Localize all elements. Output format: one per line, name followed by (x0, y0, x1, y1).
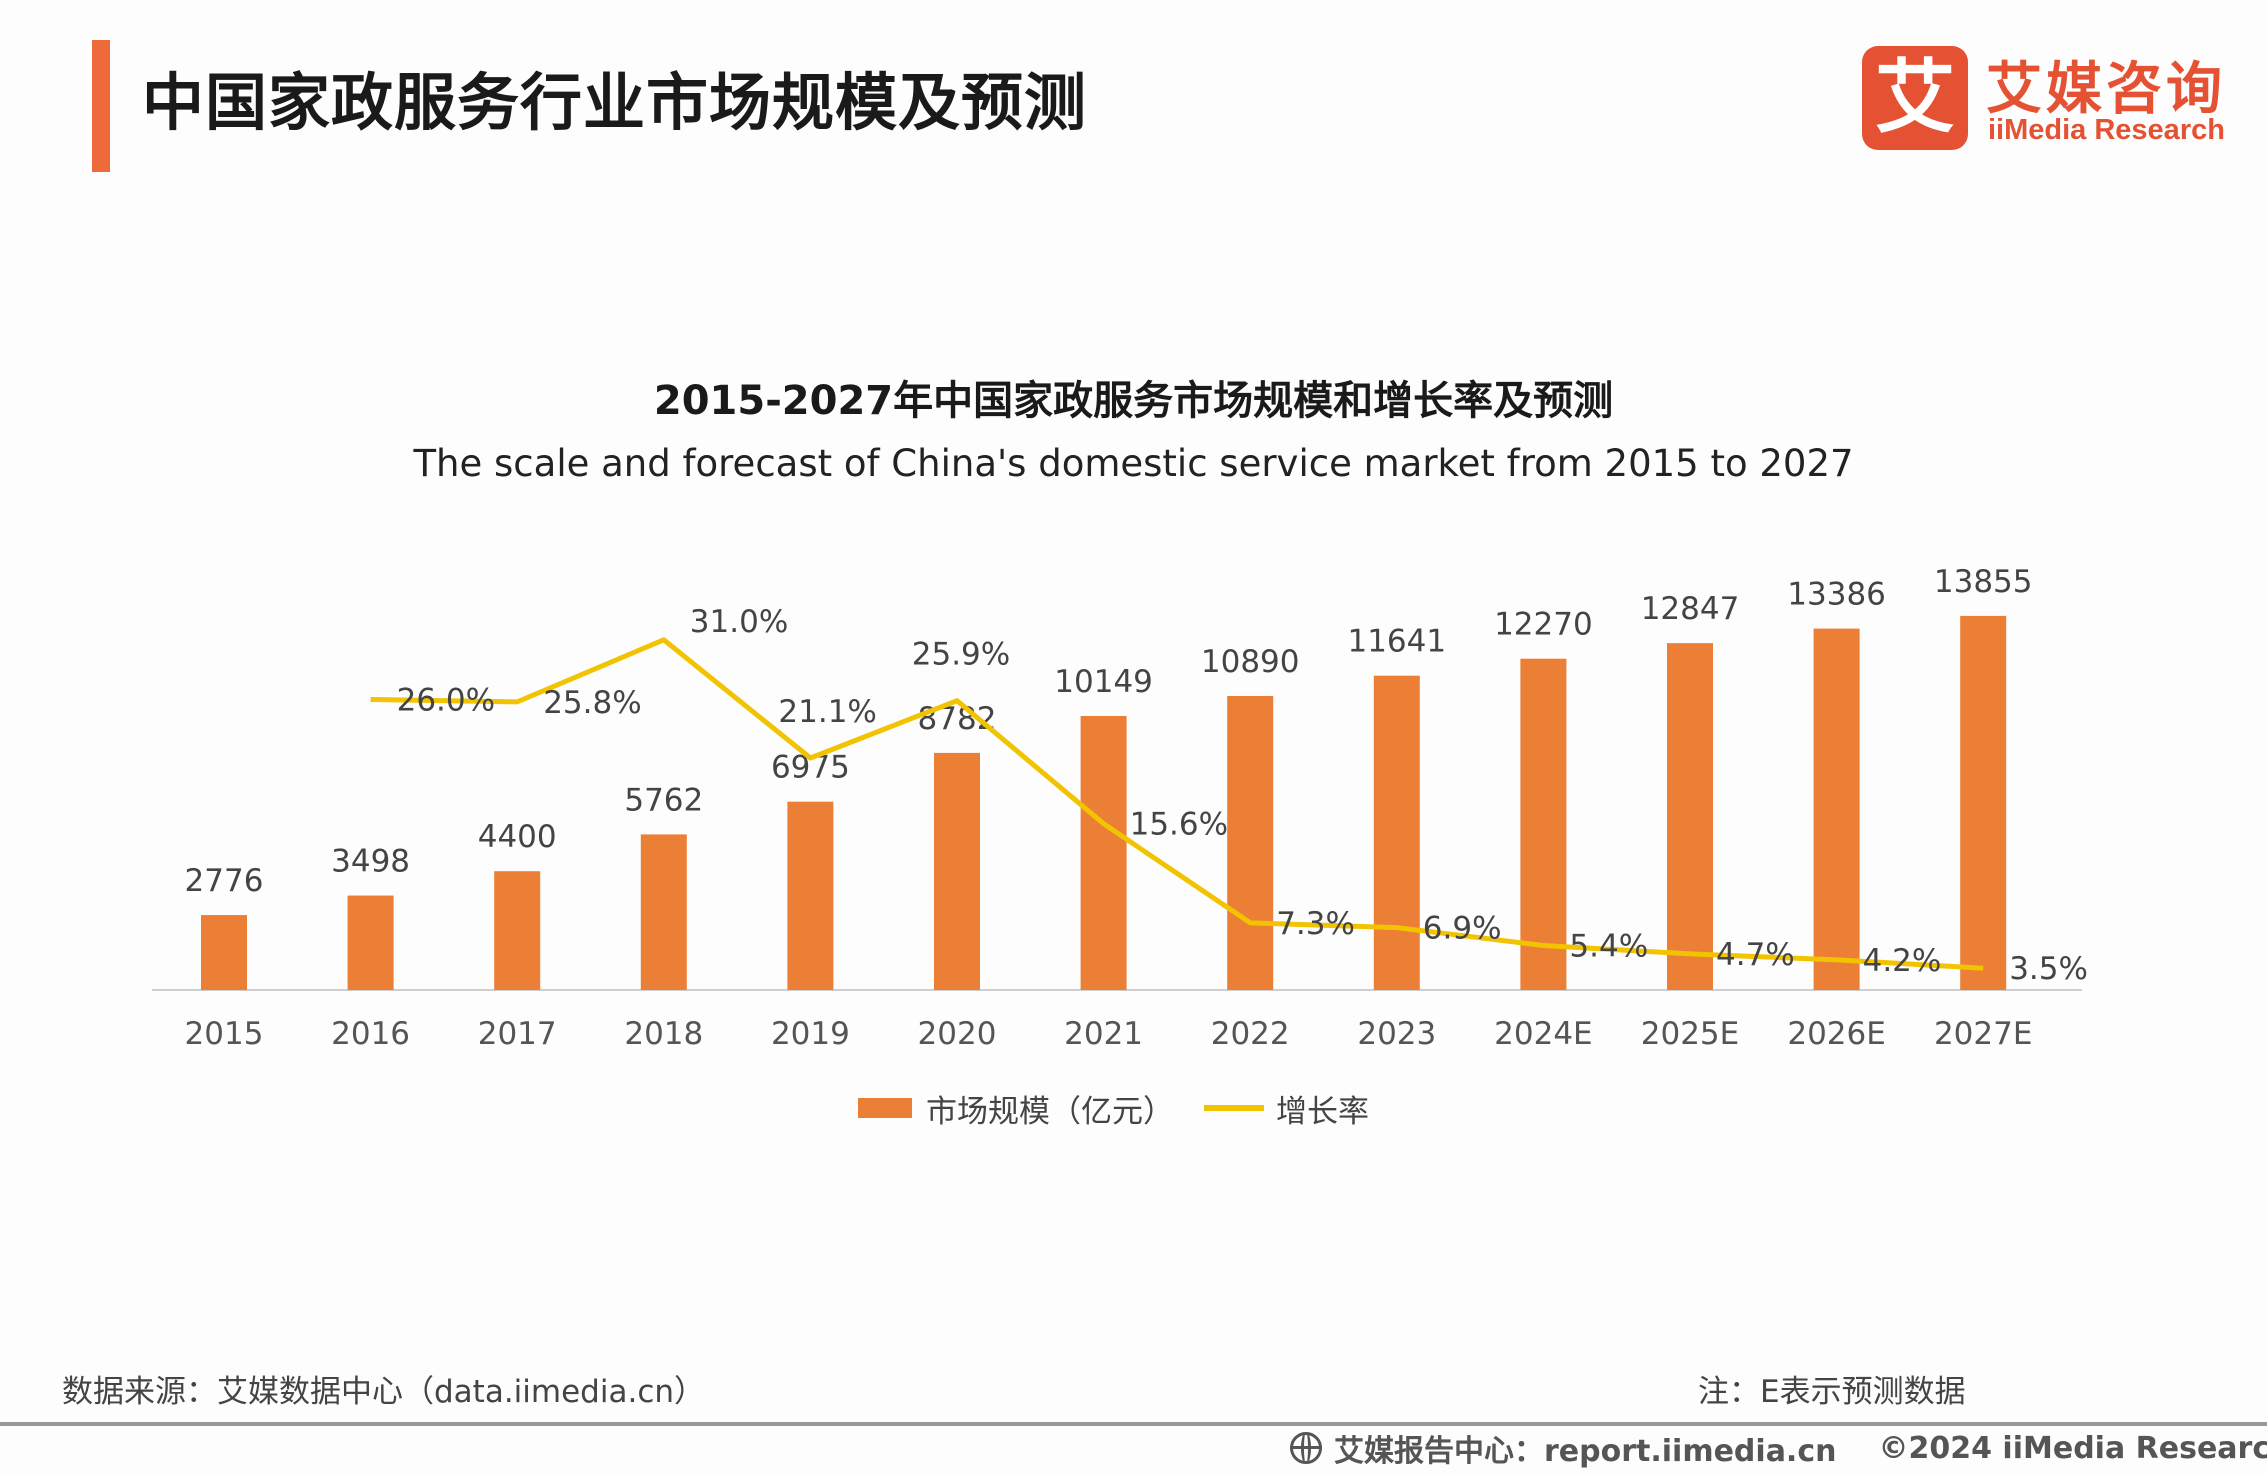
growth-rate-label: 5.4% (1569, 929, 1648, 965)
x-tick-label: 2019 (771, 1016, 850, 1052)
legend-bar-swatch (858, 1098, 912, 1118)
chart-title: 2015-2027年中国家政服务市场规模和增长率及预测 (653, 378, 1614, 424)
bar-value-label: 11641 (1347, 624, 1446, 660)
forecast-note: 注：E表示预测数据 (1698, 1374, 1966, 1410)
chart-subtitle: The scale and forecast of China's domest… (413, 442, 1854, 485)
legend-line-label: 增长率 (1276, 1093, 1369, 1130)
growth-rate-line (370, 637, 1984, 971)
growth-rate-label: 3.5% (2009, 951, 2088, 987)
copyright: ©2024 iiMedia Research Inc (1878, 1430, 2267, 1466)
bar-value-label: 10149 (1054, 664, 1153, 700)
x-tick-label: 2027E (1934, 1016, 2032, 1052)
bar-value-label: 12270 (1494, 607, 1593, 643)
brand-logo: 艾 艾媒咨询 iiMedia Research (1862, 44, 2242, 152)
x-tick-label: 2018 (624, 1016, 703, 1052)
bar-value-label: 4400 (478, 819, 557, 855)
legend-bar-label: 市场规模（亿元） (926, 1093, 1174, 1130)
bar-value-label: 13855 (1934, 564, 2033, 600)
logo-chinese-name: 艾媒咨询 (1986, 57, 2226, 122)
bar-2020 (934, 752, 980, 990)
bar-value-label: 13386 (1787, 577, 1886, 613)
bar-2016 (347, 895, 394, 990)
footer-divider (0, 1422, 2267, 1426)
page-title: 中国家政服务行业市场规模及预测 (142, 66, 1088, 139)
growth-rate-label: 7.3% (1276, 906, 1355, 942)
report-center-link[interactable]: 艾媒报告中心：report.iimedia.cn (1334, 1434, 1837, 1469)
growth-rate-label: 4.2% (1863, 943, 1942, 979)
globe-icon (1290, 1432, 1322, 1464)
growth-rate-label: 26.0% (397, 682, 495, 718)
growth-rate-label: 31.0% (690, 604, 788, 640)
x-tick-label: 2016 (331, 1016, 410, 1052)
bar-value-label: 12847 (1641, 591, 1740, 627)
bar-value-label: 2776 (185, 863, 264, 899)
footer-bar: 艾媒报告中心：report.iimedia.cn ©2024 iiMedia R… (1290, 1428, 2267, 1469)
logo-english-name: iiMedia Research (1988, 114, 2225, 146)
bar-2015 (201, 915, 247, 990)
bar-2027E (1960, 615, 2007, 990)
x-tick-label: 2020 (918, 1016, 997, 1052)
data-source: 数据来源：艾媒数据中心（data.iimedia.cn） (62, 1374, 706, 1410)
x-tick-label: 2022 (1211, 1016, 1290, 1052)
bar-value-label: 8782 (918, 701, 997, 737)
growth-rate-label: 25.9% (912, 637, 1010, 673)
bar-2021 (1080, 715, 1127, 990)
bar-value-label: 3498 (331, 844, 410, 880)
bar-2018 (640, 834, 687, 990)
legend-line-swatch (1204, 1105, 1264, 1111)
x-tick-label: 2024E (1494, 1016, 1592, 1052)
x-tick-label: 2015 (185, 1016, 264, 1052)
growth-rate-label: 15.6% (1130, 807, 1228, 843)
growth-rate-label: 21.1% (778, 694, 876, 730)
x-tick-label: 2026E (1787, 1016, 1885, 1052)
bar-2024E (1520, 658, 1567, 990)
x-tick-label: 2025E (1641, 1016, 1739, 1052)
bar-2026E (1813, 628, 1860, 990)
bar-2022 (1227, 695, 1274, 990)
x-tick-label: 2021 (1064, 1016, 1143, 1052)
growth-rate-label: 4.7% (1716, 937, 1795, 973)
growth-rate-label: 6.9% (1423, 911, 1502, 947)
bar-value-label: 10890 (1201, 644, 1300, 680)
title-accent-bar (92, 40, 110, 172)
x-tick-label: 2017 (478, 1016, 557, 1052)
bar-2017 (494, 871, 541, 990)
bar-2025E (1667, 643, 1713, 990)
bar-2019 (787, 801, 834, 990)
x-tick-label: 2023 (1357, 1016, 1436, 1052)
growth-rate-label: 25.8% (543, 685, 641, 721)
bar-value-label: 5762 (624, 782, 703, 818)
chart-legend: 市场规模（亿元） 增长率 (858, 1088, 1369, 1130)
logo-mark-icon: 艾 (1862, 46, 1968, 150)
bar-2023 (1373, 675, 1420, 990)
